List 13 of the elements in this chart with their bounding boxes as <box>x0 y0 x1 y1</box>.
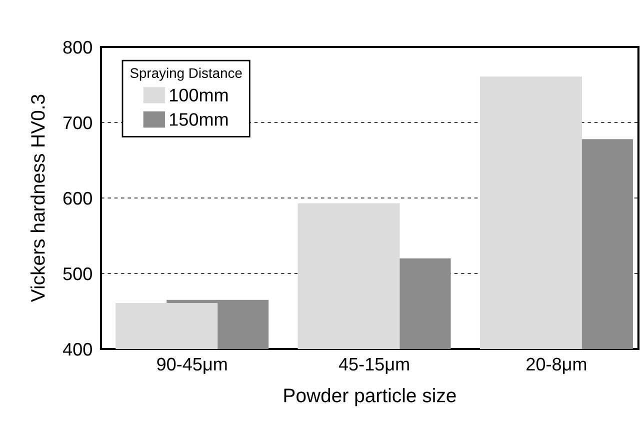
y-tick-label: 500 <box>63 267 92 280</box>
x-axis-title: Powder particle size <box>284 388 456 406</box>
x-tick-label: 45-15μm <box>338 358 409 374</box>
y-tick-label: 800 <box>63 40 92 54</box>
legend-title: Spraying Distance <box>130 68 242 81</box>
x-tick-label: 20-8μm <box>526 358 586 374</box>
x-tick-label: 90-45μm <box>157 358 227 374</box>
y-tick-label: 700 <box>63 116 92 130</box>
y-axis-title: Vickers hardness HV0.3 <box>30 94 45 302</box>
legend-label: 150mm <box>170 113 228 126</box>
y-tick-label: 400 <box>62 342 92 356</box>
legend-label: 100mm <box>170 88 228 102</box>
y-tick-label: 600 <box>63 192 92 205</box>
